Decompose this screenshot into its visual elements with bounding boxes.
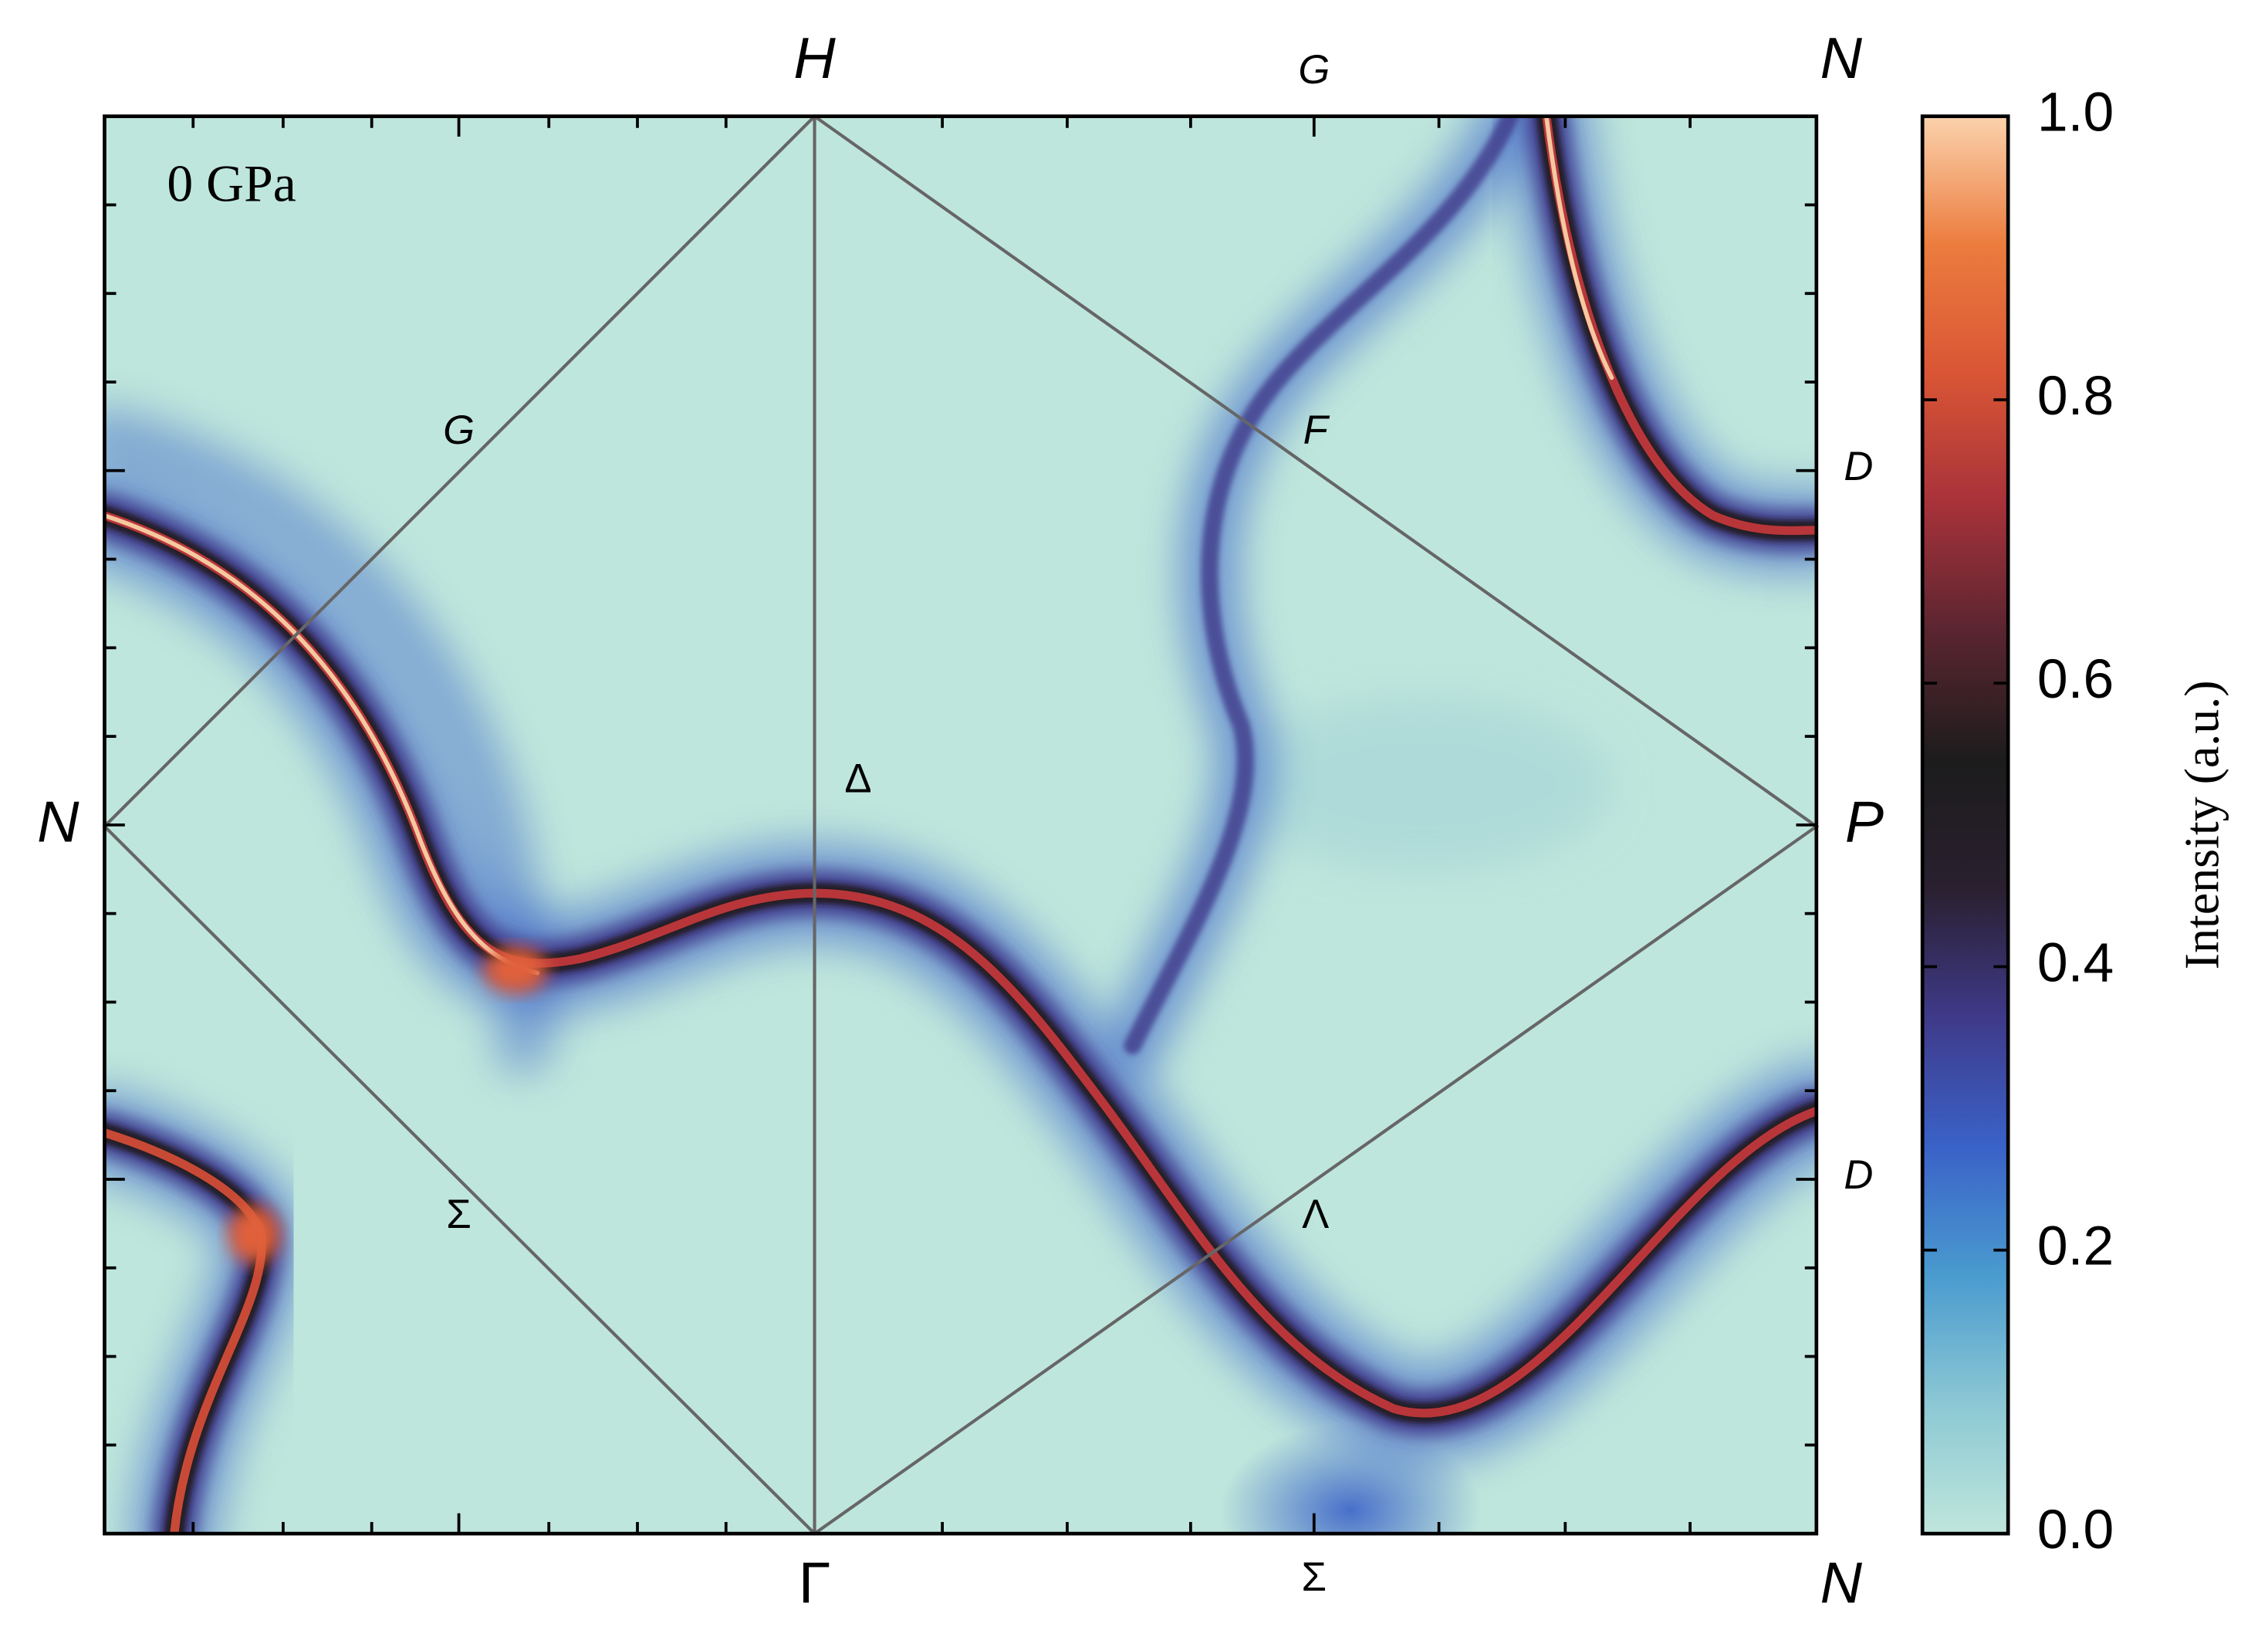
point-label: Δ	[844, 756, 871, 801]
colorbar-tick-label: 0.4	[2037, 932, 2114, 993]
point-label: G	[1298, 47, 1330, 93]
colorbar-tick-label: 0.2	[2037, 1216, 2114, 1277]
point-label: Σ	[446, 1192, 472, 1237]
point-label: Σ	[1302, 1554, 1327, 1600]
point-label: N	[1820, 1551, 1863, 1615]
point-label: N	[1820, 25, 1863, 90]
point-label: G	[443, 408, 475, 453]
pressure-annotation: 0 GPa	[167, 154, 296, 212]
axis-ticks	[104, 116, 1817, 1534]
point-label: D	[1844, 444, 1873, 489]
point-label: Γ	[799, 1551, 830, 1615]
point-label: F	[1303, 408, 1330, 453]
intensity-map	[104, 116, 1817, 1534]
colorbar-tick-label: 0.8	[2037, 365, 2114, 427]
colorbar-tick-label: 1.0	[2037, 82, 2114, 144]
point-label: P	[1845, 790, 1884, 854]
colorbar	[1920, 114, 2010, 1536]
point-label: D	[1844, 1152, 1873, 1198]
point-label: H	[793, 25, 836, 90]
colorbar-tick-label: 0.6	[2037, 648, 2114, 710]
colorbar-label: Intensity (a.u.)	[2175, 680, 2229, 969]
colorbar-tick-label: 0.0	[2037, 1499, 2114, 1561]
point-label: Λ	[1302, 1192, 1329, 1237]
point-label: N	[37, 790, 79, 854]
